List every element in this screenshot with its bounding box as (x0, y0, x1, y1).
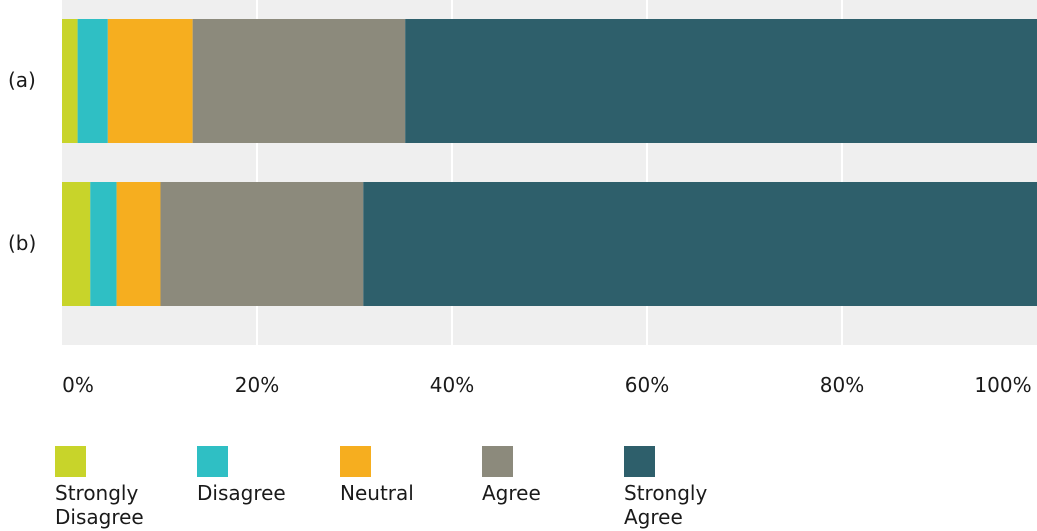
legend-swatch (197, 446, 228, 477)
bar-segment (62, 19, 78, 143)
x-tick-label: 20% (235, 373, 279, 397)
legend-label: Agree (482, 481, 541, 505)
category-labels: (a) (b) (8, 68, 36, 255)
legend-swatch (482, 446, 513, 477)
legend-label: Neutral (340, 481, 414, 505)
legend-swatch (55, 446, 86, 477)
legend-item: Strongly Agree (624, 446, 707, 529)
bar-segment (116, 182, 161, 306)
bar-segment (77, 19, 108, 143)
bar-segment (405, 19, 1037, 143)
legend-label: Disagree (197, 481, 286, 505)
x-tick-label: 60% (625, 373, 669, 397)
bars (62, 19, 1037, 306)
legend-item: Agree (482, 446, 541, 505)
legend-swatch (340, 446, 371, 477)
x-tick-label: 100% (974, 373, 1031, 397)
category-label: (a) (8, 68, 36, 92)
legend: Strongly Disagree Disagree Neutral Agree Str… (0, 446, 1037, 531)
bar-segment (62, 182, 91, 306)
legend-item: Strongly Disagree (55, 446, 144, 529)
legend-label: Strongly Agree (624, 481, 708, 529)
x-axis-ticks: 0% 20% 40% 60% 80% 100% (62, 373, 1031, 397)
bar-segment (363, 182, 1037, 306)
stacked-bar-chart: (a) (b) 0% 20% 40% 60% 80% 100% (8, 0, 1037, 397)
bar-segment (107, 19, 193, 143)
legend-label: Strongly Disagree (55, 481, 144, 529)
bar-segment (90, 182, 117, 306)
category-label: (b) (8, 231, 36, 255)
legend-item: Disagree (197, 446, 286, 505)
bar-segment (160, 182, 364, 306)
x-tick-label: 0% (62, 373, 94, 397)
x-tick-label: 80% (820, 373, 864, 397)
legend-swatch (624, 446, 655, 477)
x-tick-label: 40% (430, 373, 474, 397)
legend-item: Neutral (340, 446, 414, 505)
bar-segment (192, 19, 406, 143)
